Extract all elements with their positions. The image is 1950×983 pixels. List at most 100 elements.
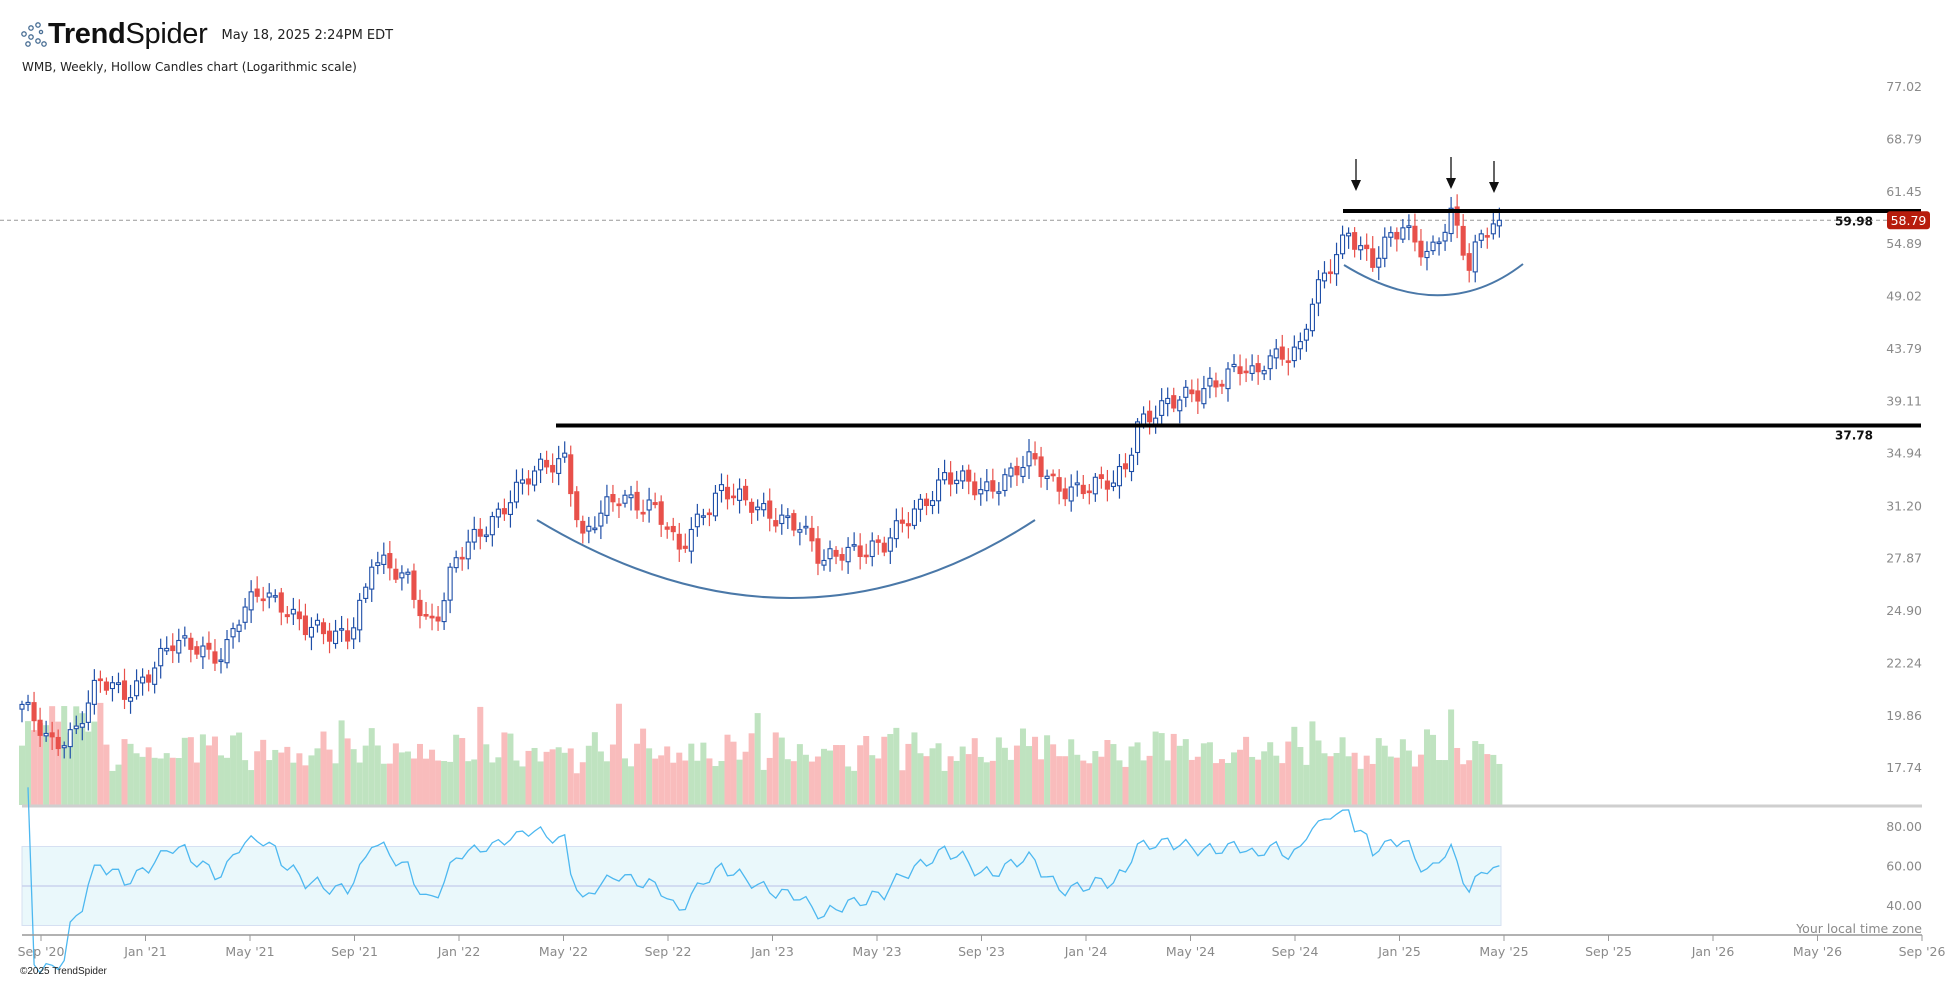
candle [1128, 447, 1135, 482]
candle [936, 468, 942, 514]
candle [1484, 227, 1490, 249]
date-axis-label: Sep '25 [1585, 944, 1632, 959]
candle-body [1255, 363, 1261, 373]
volume-bar [1225, 762, 1231, 805]
candle [1460, 214, 1466, 261]
candle [622, 489, 628, 508]
price-axis-label: 39.11 [1886, 393, 1922, 408]
candle-body [616, 503, 622, 507]
candle [628, 485, 634, 511]
candle-body [1346, 232, 1352, 237]
candle [49, 721, 55, 750]
candle [1231, 354, 1237, 373]
candle-body [453, 557, 459, 569]
candle-body [363, 586, 369, 599]
candle [1309, 298, 1315, 337]
volume-bar [754, 713, 761, 805]
candle-body [495, 508, 501, 518]
candle-body [399, 572, 405, 579]
candle-body [610, 494, 616, 503]
candle-body [923, 498, 930, 507]
candle-body [1496, 219, 1502, 227]
volume-bar [537, 761, 544, 805]
volume-bar [839, 745, 846, 805]
candle [604, 484, 610, 524]
date-axis-label: Jan '26 [1691, 944, 1735, 959]
rsi-pane: 80.00 60.00 40.00 [21, 787, 1922, 975]
candle [507, 490, 513, 528]
date-axis-label: Sep '22 [645, 944, 692, 959]
candle-body [640, 511, 646, 515]
volume-bar [471, 759, 478, 805]
price-axis-label: 19.86 [1886, 708, 1922, 723]
candle [1454, 194, 1460, 239]
candle [737, 478, 743, 514]
candle-body [513, 481, 520, 503]
candle [1472, 234, 1478, 283]
volume-bar [712, 766, 719, 805]
candle [320, 618, 327, 645]
candle-body [326, 630, 333, 642]
candle [1038, 446, 1044, 488]
candle-body [1466, 253, 1472, 271]
candle-body [1261, 370, 1267, 375]
candle-body [435, 616, 441, 622]
candle [55, 729, 61, 756]
arrow-marker-3[interactable] [1489, 161, 1499, 193]
volume-bar [658, 755, 665, 805]
volume-bar [1068, 739, 1075, 805]
arrow-marker-2[interactable] [1446, 157, 1456, 189]
candle-body [1020, 466, 1026, 477]
candle-body [1370, 248, 1376, 268]
candle-body [429, 615, 435, 619]
candle [79, 711, 85, 741]
volume-bar [525, 750, 532, 805]
date-axis-label: Sep '26 [1899, 944, 1946, 959]
svg-text:58.79: 58.79 [1891, 213, 1927, 228]
volume-bar [19, 745, 25, 805]
candle [242, 597, 248, 630]
cup-arc-small[interactable] [1343, 263, 1524, 297]
candle-body [1418, 240, 1424, 258]
candle-body [538, 458, 544, 471]
volume-bar [682, 760, 689, 805]
arrow-marker-1[interactable] [1351, 159, 1361, 191]
volume-bar [404, 751, 411, 805]
candle-body [761, 503, 767, 511]
volume-bar [772, 732, 779, 805]
candle-body [833, 549, 839, 557]
volume-bar [157, 758, 164, 805]
candle-body [1285, 360, 1291, 363]
candle-body [97, 678, 103, 682]
rsi-axis: 80.00 60.00 40.00 [1886, 819, 1922, 913]
volume-bar [1345, 756, 1352, 805]
price-axis-label: 77.02 [1886, 79, 1922, 94]
candle-body [580, 520, 586, 534]
candle [1490, 212, 1496, 240]
candle [893, 508, 899, 548]
candle-body [1412, 225, 1418, 243]
price-axis-label: 31.20 [1886, 498, 1922, 513]
volume-bar [736, 759, 743, 805]
candle-body [646, 499, 652, 511]
candle [1261, 365, 1267, 381]
candle-body [875, 539, 881, 543]
candle-body [465, 541, 471, 560]
candle [1068, 474, 1074, 512]
volume-bar [260, 739, 267, 805]
price-axis-label: 22.24 [1886, 655, 1922, 670]
cup-arc-large[interactable] [536, 519, 1036, 599]
candle [574, 486, 580, 528]
candle-body [1008, 467, 1014, 477]
candle-body [1406, 225, 1412, 229]
candle-body [333, 630, 339, 645]
candle [948, 461, 954, 497]
candle-body [31, 702, 37, 722]
candle [730, 483, 737, 506]
candle [755, 499, 761, 521]
volume-bar [320, 731, 327, 805]
candle-body [905, 523, 911, 527]
candle [483, 526, 489, 543]
candle [1104, 469, 1110, 502]
